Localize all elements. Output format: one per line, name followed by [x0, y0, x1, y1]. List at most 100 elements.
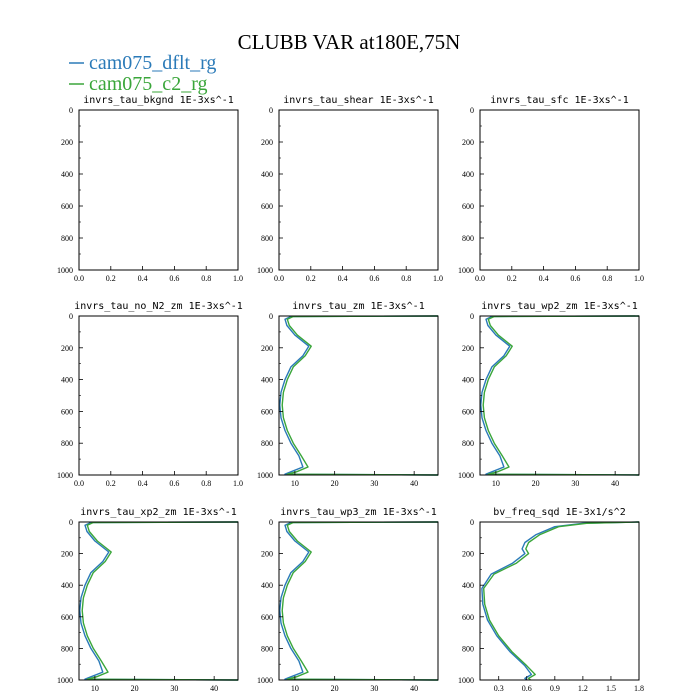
y-tick-label: 1000 — [57, 266, 73, 275]
x-tick-label: 30 — [571, 479, 579, 488]
plot-frame — [479, 521, 640, 681]
chart-panel: invrs_tau_sfc 1E-3xs^-1 0 200 400 600 800 1000… — [458, 95, 644, 283]
x-tick-label: 0.4 — [539, 274, 549, 283]
y-tick-label: 1000 — [57, 471, 73, 480]
y-tick-label: 800 — [462, 644, 474, 653]
x-tick-label: 1.2 — [578, 684, 588, 693]
y-tick-label: 600 — [61, 613, 73, 622]
x-tick-label: 1.0 — [233, 479, 243, 488]
legend-label-dflt: cam075_dflt_rg — [89, 52, 216, 74]
y-tick-label: 600 — [462, 202, 474, 211]
plot-frame — [278, 109, 439, 271]
y-tick-label: 1000 — [257, 266, 273, 275]
x-tick-label: 10 — [492, 479, 500, 488]
x-tick-label: 0.9 — [550, 684, 560, 693]
y-tick-label: 200 — [462, 138, 474, 147]
x-tick-label: 40 — [210, 684, 218, 693]
y-tick-label: 200 — [61, 550, 73, 559]
y-tick-label: 1000 — [57, 676, 73, 685]
y-tick-label: 800 — [61, 234, 73, 243]
y-tick-label: 400 — [462, 376, 474, 385]
x-tick-label: 0.6 — [169, 274, 179, 283]
x-tick-label: 0.3 — [494, 684, 504, 693]
x-tick-label: 0.8 — [401, 274, 411, 283]
chart-panel: invrs_tau_wp2_zm 1E-3xs^-1 0 200 400 600 800 1… — [458, 301, 640, 488]
x-tick-label: 0.0 — [475, 274, 485, 283]
y-tick-label: 600 — [61, 407, 73, 416]
x-tick-label: 0.6 — [522, 684, 532, 693]
y-tick-label: 200 — [462, 550, 474, 559]
x-tick-label: 40 — [611, 479, 619, 488]
x-tick-label: 0.0 — [274, 274, 284, 283]
x-tick-label: 10 — [291, 684, 299, 693]
y-tick-label: 400 — [462, 170, 474, 179]
series-line — [281, 315, 439, 476]
y-tick-label: 0 — [470, 106, 474, 115]
series-line — [279, 521, 439, 681]
x-tick-label: 30 — [370, 479, 378, 488]
panel-title: invrs_tau_no_N2_zm 1E-3xs^-1 — [74, 301, 243, 312]
x-tick-label: 10 — [291, 479, 299, 488]
y-tick-label: 200 — [462, 344, 474, 353]
x-tick-label: 40 — [410, 684, 418, 693]
panel-title: invrs_tau_bkgnd 1E-3xs^-1 — [83, 95, 234, 106]
y-tick-label: 1000 — [458, 676, 474, 685]
x-tick-label: 1.0 — [634, 274, 644, 283]
x-tick-label: 1.5 — [606, 684, 616, 693]
y-tick-label: 800 — [261, 439, 273, 448]
panel-title: invrs_tau_xp2_zm 1E-3xs^-1 — [80, 507, 237, 518]
x-tick-label: 1.8 — [634, 684, 644, 693]
x-tick-label: 0.0 — [74, 479, 84, 488]
series-line — [482, 315, 640, 476]
x-tick-label: 10 — [91, 684, 99, 693]
chart-panel: invrs_tau_no_N2_zm 1E-3xs^-10 200 400 600 80… — [57, 301, 243, 488]
series-line — [79, 521, 239, 681]
figure-title: CLUBB VAR at180E,75N — [238, 30, 461, 54]
x-tick-label: 0.4 — [138, 479, 148, 488]
x-tick-label: 1.0 — [433, 274, 443, 283]
y-tick-label: 400 — [61, 170, 73, 179]
x-tick-label: 0.4 — [338, 274, 348, 283]
panels: invrs_tau_bkgnd 1E-3xs^-1020040060080010… — [57, 95, 644, 693]
legend-label-c2: cam075_c2_rg — [89, 73, 208, 95]
y-tick-label: 800 — [261, 644, 273, 653]
y-tick-label: 0 — [69, 518, 73, 527]
y-tick-label: 600 — [462, 407, 474, 416]
x-tick-label: 0.2 — [507, 274, 517, 283]
y-tick-label: 200 — [261, 550, 273, 559]
y-tick-label: 600 — [61, 202, 73, 211]
x-tick-label: 30 — [370, 684, 378, 693]
y-tick-label: 0 — [269, 106, 273, 115]
x-tick-label: 0.2 — [106, 274, 116, 283]
y-tick-label: 1000 — [257, 471, 273, 480]
y-tick-label: 200 — [61, 138, 73, 147]
y-tick-label: 800 — [462, 234, 474, 243]
x-tick-label: 0.8 — [201, 274, 211, 283]
x-tick-label: 0.0 — [74, 274, 84, 283]
series-line — [81, 521, 239, 681]
panel-title: bv_freq_sqd 1E-3x1/s^2 — [493, 507, 625, 518]
y-tick-label: 0 — [269, 518, 273, 527]
plot-frame — [78, 109, 239, 271]
panel-title: invrs_tau_wp2_zm 1E-3xs^-1 — [481, 301, 638, 312]
y-tick-label: 1000 — [458, 471, 474, 480]
x-tick-label: 0.2 — [106, 479, 116, 488]
x-tick-label: 20 — [331, 684, 339, 693]
plot-frame — [78, 315, 239, 476]
y-tick-label: 800 — [462, 439, 474, 448]
y-tick-label: 200 — [261, 138, 273, 147]
x-tick-label: 0.4 — [138, 274, 148, 283]
series-line — [281, 521, 439, 681]
series-line — [480, 315, 640, 476]
panel-title: invrs_tau_zm 1E-3xs^-1 — [292, 301, 424, 312]
x-tick-label: 0.8 — [602, 274, 612, 283]
y-tick-label: 0 — [269, 312, 273, 321]
y-tick-label: 0 — [69, 106, 73, 115]
chart-panel: invrs_tau_zm 1E-3xs^-1 0 200 400 600 800 1000 1… — [257, 301, 439, 488]
panel-title: invrs_tau_wp3_zm 1E-3xs^-1 — [280, 507, 437, 518]
y-tick-label: 400 — [261, 581, 273, 590]
series-line — [279, 315, 439, 476]
y-tick-label: 1000 — [257, 676, 273, 685]
chart-panel: invrs_tau_wp3_zm 1E-3xs^-1 0 200 400 600 800 1… — [257, 507, 439, 693]
